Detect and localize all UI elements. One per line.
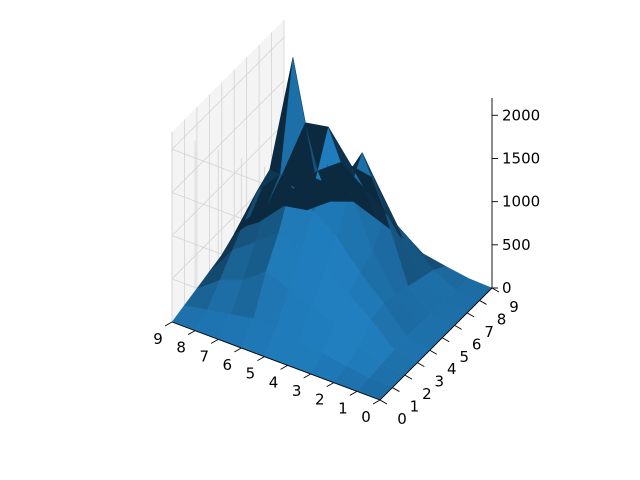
y-tick bbox=[491, 287, 500, 293]
y-tick-label: 7 bbox=[484, 323, 494, 341]
x-tick bbox=[349, 390, 358, 396]
x-tick-label: 1 bbox=[338, 399, 348, 417]
y-tick bbox=[417, 362, 425, 368]
y-tick-label: 8 bbox=[497, 310, 507, 328]
y-tick-label: 4 bbox=[447, 360, 457, 378]
y-tick bbox=[404, 374, 413, 380]
x-tick-label: 8 bbox=[176, 339, 186, 357]
gridline-wall-z bbox=[171, 36, 285, 150]
x-tick-label: 3 bbox=[292, 382, 302, 400]
y-tick bbox=[392, 387, 400, 392]
y-tick-label: 2 bbox=[422, 385, 432, 403]
y-tick-label: 1 bbox=[410, 398, 420, 416]
x-tick-label: 5 bbox=[246, 365, 256, 383]
y-tick-label: 6 bbox=[472, 335, 482, 353]
y-tick bbox=[379, 399, 388, 405]
z-tick-label: 500 bbox=[502, 236, 531, 254]
y-tick-label: 0 bbox=[397, 410, 407, 428]
x-tick-label: 2 bbox=[315, 391, 325, 409]
x-tick-label: 0 bbox=[361, 408, 371, 426]
z-tick-label: 2000 bbox=[502, 106, 540, 124]
x-tick bbox=[326, 382, 335, 388]
x-tick bbox=[210, 338, 219, 344]
x-tick bbox=[372, 399, 381, 405]
tick-marks bbox=[164, 114, 500, 405]
x-tick bbox=[187, 330, 196, 336]
x-tick bbox=[234, 347, 242, 353]
x-tick bbox=[164, 321, 173, 327]
x-tick bbox=[280, 364, 288, 370]
z-tick-label: 1000 bbox=[502, 193, 540, 211]
x-tick-label: 4 bbox=[269, 373, 279, 391]
axis-lines bbox=[171, 98, 493, 401]
y-axis-line bbox=[379, 287, 493, 401]
y-tick bbox=[429, 349, 438, 355]
x-tick-label: 6 bbox=[223, 356, 233, 374]
y-tick bbox=[479, 300, 487, 305]
x-tick-label: 9 bbox=[153, 330, 163, 348]
x-tick bbox=[257, 356, 265, 362]
y-tick-label: 9 bbox=[509, 298, 519, 316]
y-tick-label: 5 bbox=[459, 348, 469, 366]
y-tick bbox=[454, 324, 462, 330]
y-tick bbox=[441, 337, 450, 343]
z-tick-label: 0 bbox=[502, 279, 512, 297]
y-tick bbox=[466, 312, 475, 318]
y-tick-label: 3 bbox=[435, 373, 445, 391]
gridline-wall-z bbox=[171, 80, 285, 193]
surface bbox=[171, 57, 493, 401]
gridline-wall-z bbox=[171, 123, 285, 236]
z-tick-label: 1500 bbox=[502, 149, 540, 167]
x-axis-line bbox=[171, 321, 381, 401]
x-tick-label: 7 bbox=[199, 347, 209, 365]
x-tick bbox=[303, 373, 311, 379]
